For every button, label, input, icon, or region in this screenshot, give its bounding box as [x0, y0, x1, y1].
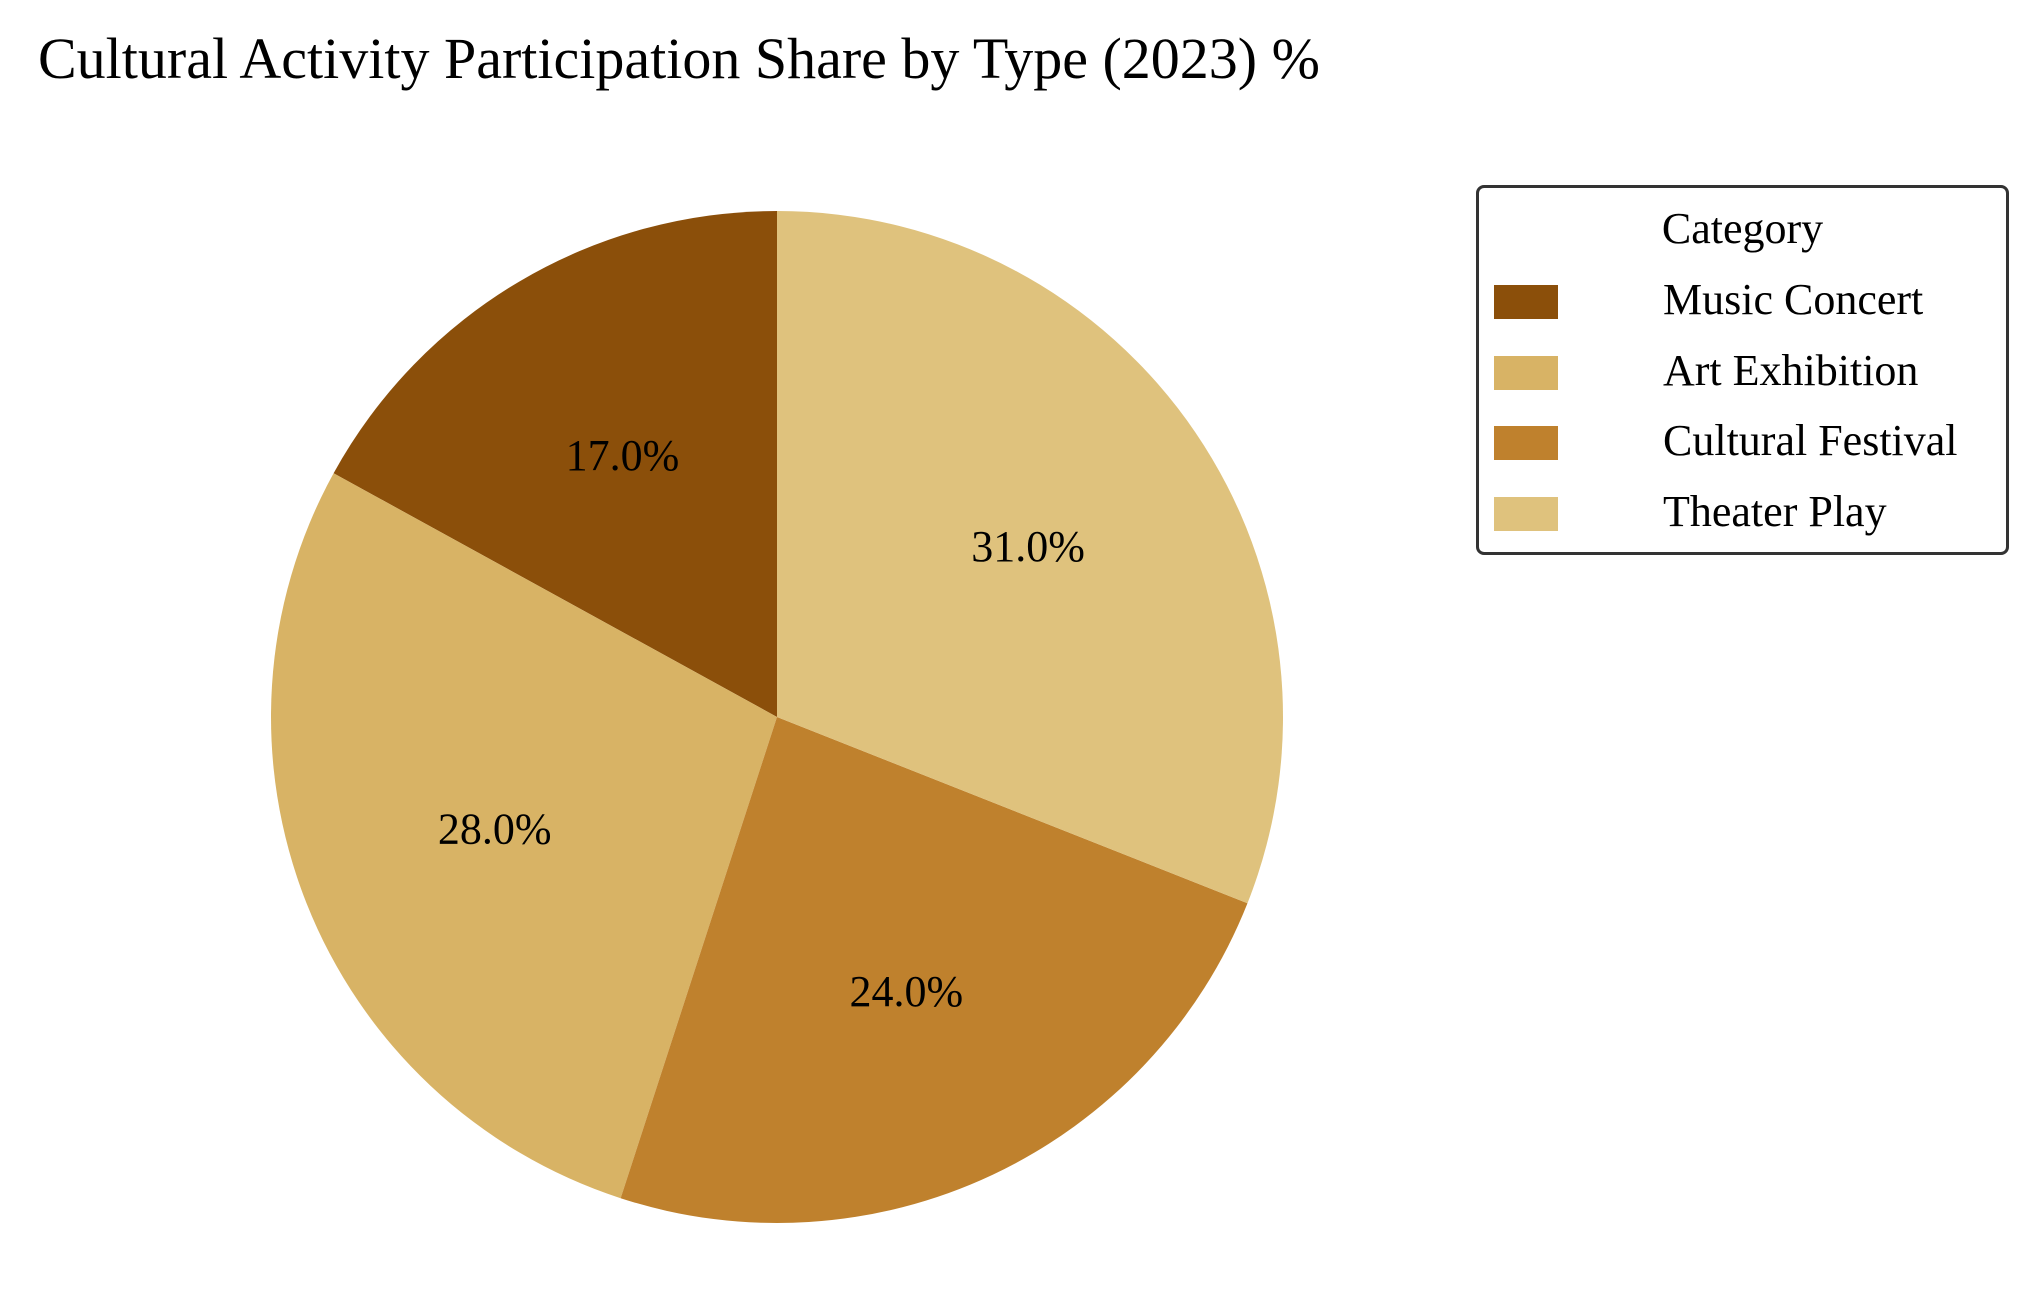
slice-value-label: 24.0%	[849, 967, 963, 1016]
slice-value-label: 28.0%	[438, 804, 552, 853]
legend: Category Music Concert Art Exhibition Cu…	[1476, 185, 2009, 555]
pie-slice-theater-play	[777, 211, 1284, 904]
legend-label: Music Concert	[1663, 275, 1924, 324]
legend-label: Art Exhibition	[1663, 346, 1919, 395]
legend-swatch	[1494, 497, 1558, 531]
legend-swatch	[1494, 285, 1558, 319]
legend-label: Cultural Festival	[1663, 416, 1958, 465]
pie-slice-cultural-festival	[620, 717, 1248, 1224]
legend-item-cultural-festival: Cultural Festival	[1494, 415, 2004, 467]
pie-slice-music-concert	[333, 211, 777, 717]
slice-value-label: 17.0%	[566, 431, 680, 480]
chart-title: Cultural Activity Participation Share by…	[38, 26, 1320, 91]
legend-item-art-exhibition: Art Exhibition	[1494, 345, 2004, 397]
legend-title: Category	[1661, 204, 1824, 253]
legend-swatch	[1494, 426, 1558, 460]
slice-value-label: 31.0%	[971, 522, 1085, 571]
pie-slice-art-exhibition	[270, 473, 777, 1199]
legend-item-music-concert: Music Concert	[1494, 274, 2004, 326]
legend-label: Theater Play	[1663, 487, 1887, 536]
legend-item-theater-play: Theater Play	[1494, 486, 2004, 538]
pie-slices	[270, 211, 1284, 1224]
pie-labels: 17.0% 28.0% 24.0% 31.0%	[438, 431, 1085, 1016]
legend-swatch	[1494, 356, 1558, 390]
